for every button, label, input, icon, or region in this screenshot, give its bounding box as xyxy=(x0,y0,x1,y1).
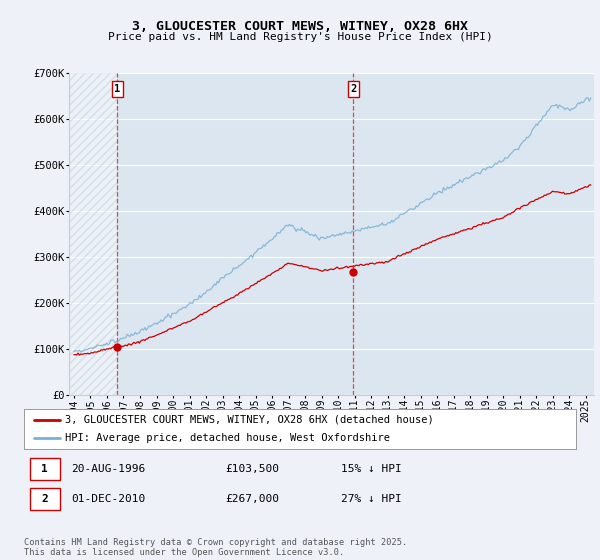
Text: 27% ↓ HPI: 27% ↓ HPI xyxy=(341,494,402,503)
Text: 1: 1 xyxy=(41,464,48,474)
Bar xyxy=(29,488,60,510)
Text: 1: 1 xyxy=(114,84,121,94)
Text: Price paid vs. HM Land Registry's House Price Index (HPI): Price paid vs. HM Land Registry's House … xyxy=(107,32,493,43)
Text: 2: 2 xyxy=(350,84,356,94)
Text: £103,500: £103,500 xyxy=(226,464,280,474)
Text: 20-AUG-1996: 20-AUG-1996 xyxy=(71,464,145,474)
Text: Contains HM Land Registry data © Crown copyright and database right 2025.
This d: Contains HM Land Registry data © Crown c… xyxy=(24,538,407,557)
Bar xyxy=(69,73,118,395)
Bar xyxy=(29,458,60,480)
Text: 2: 2 xyxy=(41,494,48,503)
Text: HPI: Average price, detached house, West Oxfordshire: HPI: Average price, detached house, West… xyxy=(65,433,391,443)
Text: 01-DEC-2010: 01-DEC-2010 xyxy=(71,494,145,503)
Text: 3, GLOUCESTER COURT MEWS, WITNEY, OX28 6HX: 3, GLOUCESTER COURT MEWS, WITNEY, OX28 6… xyxy=(132,20,468,32)
Text: 3, GLOUCESTER COURT MEWS, WITNEY, OX28 6HX (detached house): 3, GLOUCESTER COURT MEWS, WITNEY, OX28 6… xyxy=(65,415,434,424)
Text: £267,000: £267,000 xyxy=(226,494,280,503)
Text: 15% ↓ HPI: 15% ↓ HPI xyxy=(341,464,402,474)
